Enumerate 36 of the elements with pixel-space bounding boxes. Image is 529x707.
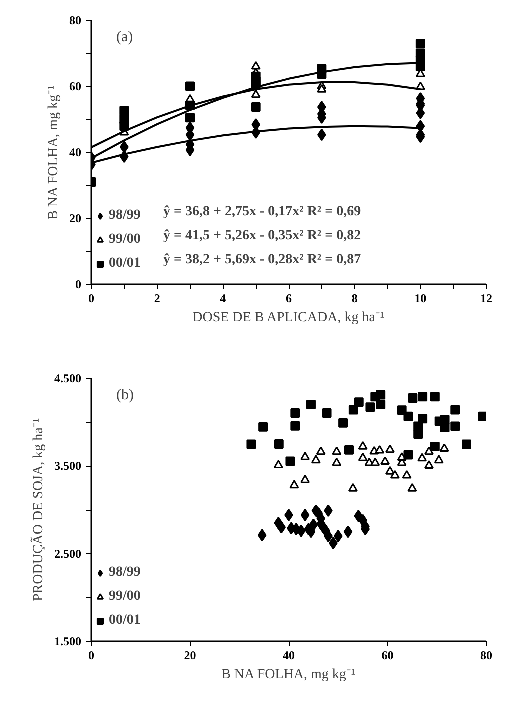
y-tick-label: 4.500 [54,372,82,386]
x-tick-label: 60 [382,648,394,662]
y-tick-label: 3.500 [54,459,82,474]
legend-label: 98/99 [109,207,141,225]
y-tick-label: 0 [76,278,82,292]
legend-label: 00/01 [109,612,141,630]
y-tick-label: 40 [70,146,82,160]
legend-label: 99/00 [109,588,141,606]
x-tick-label: 20 [184,648,196,662]
y-axis-title: PRODUÇÃO DE SOJA, kg ha⁻¹ [30,418,46,602]
text: (a) [116,30,134,46]
x-tick-label: 0 [88,292,94,306]
y-tick-label: 80 [70,14,82,28]
legend-label: 98/99 [109,564,141,582]
x-tick-label: 80 [480,648,492,662]
x-tick-label: 40 [283,648,295,662]
x-tick-label: 2 [154,292,160,306]
y-tick-label: 20 [70,212,82,226]
annotation: ŷ = 36,8 + 2,75x - 0,17x² R² = 0,69 [164,204,362,220]
y-tick-label: 60 [70,80,82,94]
x-axis-title: B NA FOLHA, mg kg⁻¹ [222,668,356,682]
x-tick-label: 8 [352,292,358,306]
x-tick-label: 4 [220,292,226,306]
y-tick-label: 1.500 [54,634,82,648]
x-tick-label: 10 [414,292,427,306]
y-axis-title: B NA FOLHA, mg kg⁻¹ [46,86,62,220]
annotation: ŷ = 38,2 + 5,69x - 0,28x² R² = 0,87 [164,252,362,268]
x-axis-title: DOSE DE B APLICADA, kg ha⁻¹ [192,310,385,326]
y-tick-label: 2.500 [54,546,82,561]
x-tick-label: 6 [286,292,292,306]
x-tick-label: 0 [88,648,94,662]
x-tick-label: 12 [480,292,492,306]
annotation: ŷ = 41,5 + 5,26x - 0,35x² R² = 0,82 [164,228,362,244]
legend-label: 00/01 [109,255,141,273]
text: (b) [116,388,134,404]
legend-label: 99/00 [109,231,141,249]
